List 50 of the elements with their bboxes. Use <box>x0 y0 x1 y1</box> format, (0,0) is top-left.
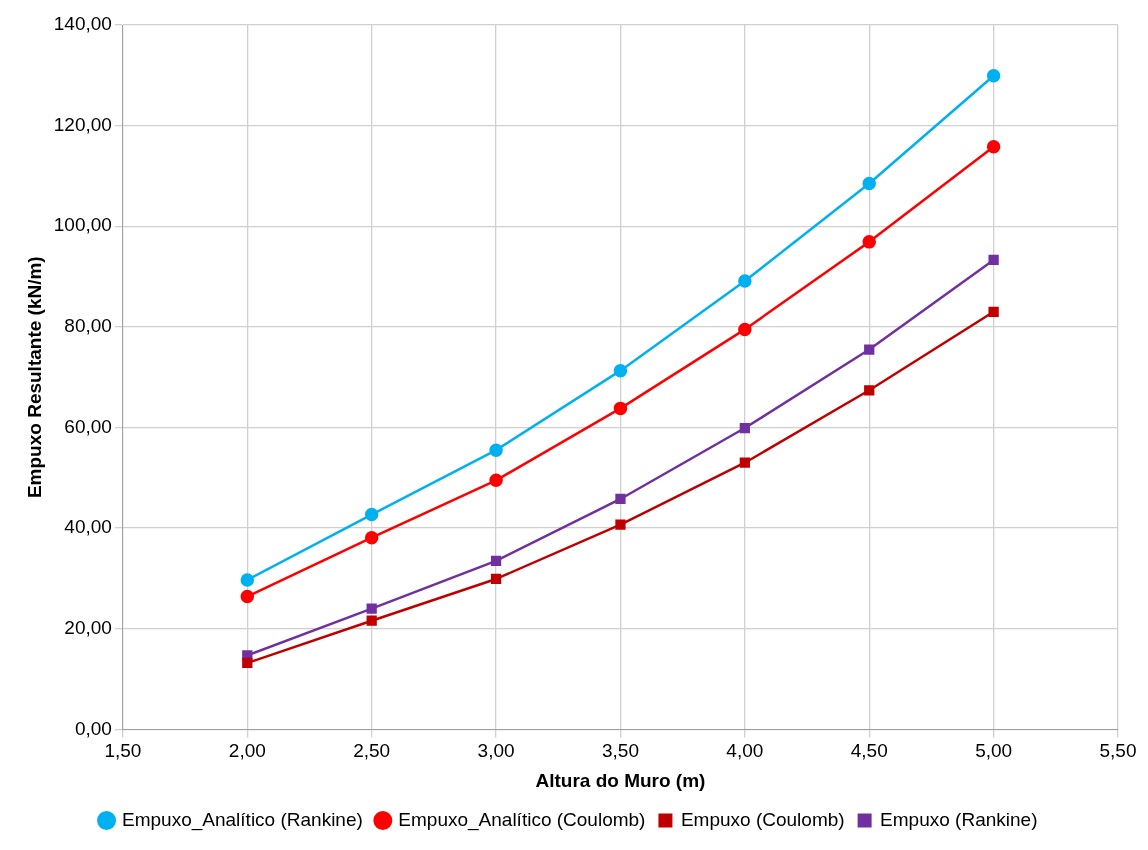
point <box>986 69 1001 83</box>
y-tick-label: 0,00 <box>74 717 112 739</box>
x-tick-label: 2,00 <box>228 740 266 762</box>
point <box>490 573 502 585</box>
y-tick-label: 100,00 <box>53 214 112 236</box>
x-tick-label: 3,00 <box>477 740 515 762</box>
x-tick-label: 5,50 <box>1099 740 1137 762</box>
x-tick-label: 4,50 <box>850 740 888 762</box>
y-tick-label: 80,00 <box>64 315 112 337</box>
point <box>862 176 876 191</box>
point <box>738 322 752 337</box>
point <box>489 443 503 457</box>
point <box>986 140 1001 154</box>
y-tick-label: 140,00 <box>53 13 112 35</box>
legend-label: Empuxo (Coulomb) <box>680 808 845 830</box>
y-axis-title: Empuxo Resultante (kN/m) <box>23 256 45 499</box>
point <box>739 457 750 468</box>
point <box>242 657 253 669</box>
point <box>613 363 628 378</box>
y-tick-label: 40,00 <box>64 516 112 538</box>
point <box>988 254 999 266</box>
x-axis-title: Altura do Muro (m) <box>535 769 706 791</box>
point <box>615 493 626 505</box>
legend-label: Empuxo_Analítico (Coulomb) <box>398 808 646 831</box>
point <box>490 555 502 566</box>
legend-label: Empuxo (Rankine) <box>880 808 1038 830</box>
y-tick-label: 60,00 <box>64 415 112 437</box>
point <box>613 401 628 416</box>
point <box>738 274 752 288</box>
x-tick-label: 2,50 <box>353 740 391 762</box>
point <box>862 235 876 249</box>
point <box>240 589 255 604</box>
x-tick-label: 3,50 <box>601 740 639 762</box>
x-tick-label: 4,00 <box>726 740 764 762</box>
point <box>364 530 379 545</box>
x-tick-label: 1,50 <box>104 740 142 762</box>
point <box>864 344 875 355</box>
point <box>739 422 750 434</box>
point <box>988 306 999 317</box>
y-tick-label: 20,00 <box>64 617 112 639</box>
point <box>489 473 503 488</box>
point <box>240 573 255 587</box>
point <box>366 615 377 626</box>
point <box>366 603 377 614</box>
y-tick-label: 120,00 <box>53 113 112 135</box>
x-tick-label: 5,00 <box>975 740 1013 762</box>
point <box>615 519 626 530</box>
point <box>864 385 875 396</box>
point <box>364 507 379 522</box>
legend-label: Empuxo_Analítico (Rankine) <box>122 808 363 831</box>
